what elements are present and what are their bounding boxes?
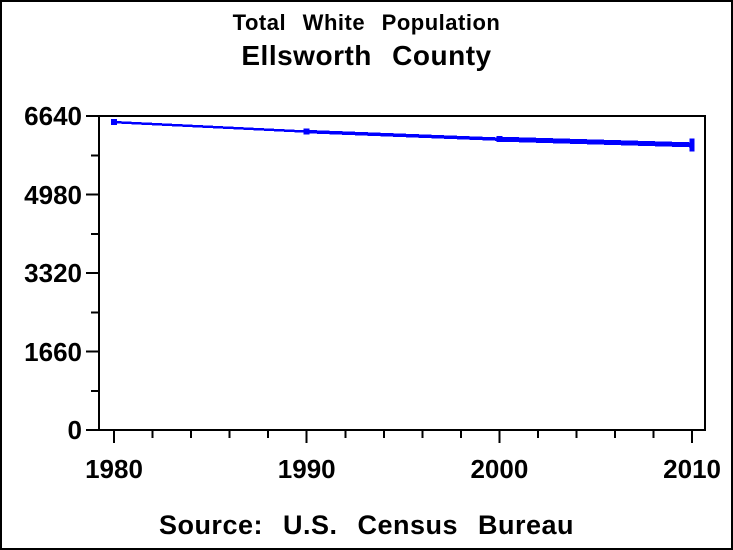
chart-title: Ellsworth County xyxy=(241,40,492,71)
end-cap-marker xyxy=(689,138,695,152)
data-point-marker xyxy=(111,119,118,126)
x-tick-label: 2010 xyxy=(663,454,721,484)
population-line-segment xyxy=(113,120,307,133)
x-tick-label: 1990 xyxy=(277,454,336,484)
x-tick-label: 1980 xyxy=(85,454,143,484)
data-point-marker xyxy=(303,128,310,135)
chart-subtitle: Total White Population xyxy=(232,10,501,35)
population-line-segment xyxy=(306,129,500,141)
y-tick-label: 4980 xyxy=(24,179,82,210)
y-tick-label: 1660 xyxy=(24,336,82,367)
source-caption: Source: U.S. Census Bureau xyxy=(158,510,575,540)
population-line-segment xyxy=(499,136,693,148)
x-tick-label: 2000 xyxy=(470,454,529,484)
y-tick-label: 0 xyxy=(67,415,82,445)
data-point-marker xyxy=(496,136,503,143)
y-tick-label: 3320 xyxy=(24,258,82,288)
y-tick-label: 6640 xyxy=(24,101,82,131)
plot-frame xyxy=(98,115,706,431)
